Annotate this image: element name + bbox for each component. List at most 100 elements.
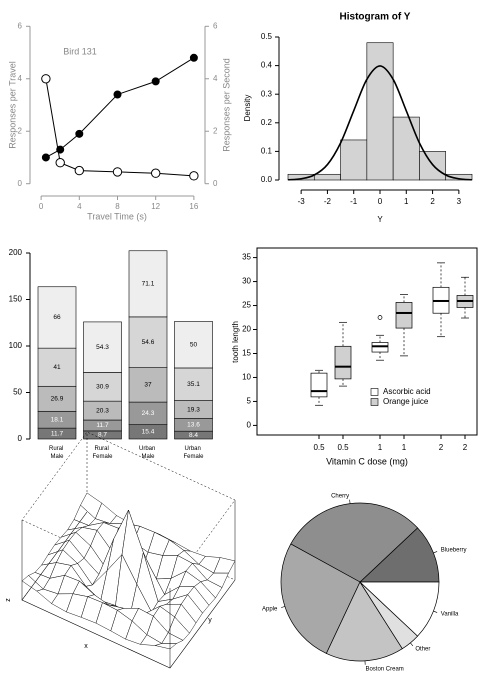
- label-leader: [281, 606, 285, 608]
- x-tick-label: 8: [115, 202, 120, 211]
- legend-label: Orange juice: [383, 397, 429, 406]
- histogram-bar: [340, 139, 368, 181]
- outlier: [377, 315, 383, 320]
- bar-segment: [128, 316, 168, 368]
- point: [41, 74, 51, 84]
- label-line: Urban: [139, 446, 157, 452]
- slice-label: Cherry: [331, 493, 349, 499]
- x-tick-label: 2: [439, 443, 444, 452]
- plot-frame: [256, 247, 478, 436]
- y-tick-label: 0.4: [261, 61, 273, 70]
- label-leader: [433, 610, 438, 613]
- slice-label: Apple: [262, 606, 278, 612]
- value-label: 11.7: [51, 430, 64, 437]
- y-tick-label: 150: [9, 295, 23, 304]
- x-tick-label: 0.5: [337, 443, 349, 452]
- y-tick-label: 10: [242, 373, 251, 382]
- surface-facet: [154, 643, 178, 650]
- y-tick-label: 15: [242, 349, 251, 358]
- label-line: Rural: [49, 446, 65, 452]
- point: [150, 168, 161, 178]
- label-line: Urban: [184, 446, 202, 452]
- x-tick-label: 1: [402, 443, 407, 452]
- point: [74, 165, 85, 176]
- annotation: Bird 131: [63, 46, 97, 56]
- y-tick-label: 100: [9, 341, 23, 350]
- value-label: 37: [144, 382, 152, 389]
- label-leader: [410, 642, 414, 647]
- point: [112, 167, 123, 177]
- slice-label: Boston Cream: [365, 666, 403, 672]
- y-axis-label: Density: [243, 95, 252, 122]
- histogram-bar: [366, 42, 394, 181]
- value-label: 13.6: [187, 422, 200, 429]
- label-line: Male: [141, 454, 155, 460]
- point: [55, 158, 65, 168]
- pie-slice: [290, 502, 419, 583]
- x-tick-label: 2: [463, 443, 468, 452]
- box: [310, 372, 328, 398]
- y-tick-label: 4: [18, 74, 23, 83]
- value-label: 11.7: [96, 422, 109, 429]
- point: [56, 145, 65, 154]
- y-tick-label: 0.1: [261, 147, 273, 156]
- y-tick-label: 6: [18, 21, 23, 30]
- x-tick-label: 0.5: [313, 443, 325, 452]
- chart-title: Histogram of Y: [340, 12, 411, 23]
- value-label: 8.7: [98, 432, 107, 439]
- y2-tick-label: 4: [213, 74, 218, 83]
- x-tick-label: Rural Female: [92, 446, 113, 460]
- point: [41, 153, 50, 162]
- x-tick-label: 2: [430, 197, 435, 206]
- pie-slice: [359, 527, 440, 583]
- y-tick-label: 5: [247, 397, 252, 406]
- legend-swatch: [370, 388, 379, 396]
- legend-swatch: [370, 398, 379, 406]
- value-label: 30.9: [96, 383, 109, 390]
- y-tick-label: 0.3: [261, 89, 273, 98]
- pie-slice: [359, 581, 440, 637]
- slice-label: Other: [415, 647, 430, 653]
- bar-segment: [37, 347, 77, 387]
- box-front: [21, 511, 236, 669]
- pie-slice: [280, 543, 361, 654]
- value-label: 15.4: [142, 429, 155, 436]
- label-leader: [433, 551, 438, 554]
- y-axis-label: y: [208, 617, 212, 624]
- x-axis-label: Y: [377, 215, 383, 224]
- bar-segment: [83, 372, 122, 402]
- point: [189, 171, 199, 181]
- box: [334, 345, 352, 380]
- x-tick-label: -1: [350, 197, 358, 206]
- x-tick-label: 1: [404, 197, 409, 206]
- point: [151, 77, 160, 86]
- y-tick-label: 20: [242, 325, 251, 334]
- y-axis-label: Responses per Travel: [7, 61, 17, 149]
- x-tick-label: Rural Male: [49, 446, 65, 460]
- bar-segment: [83, 321, 122, 373]
- y-tick-label: 25: [242, 301, 251, 310]
- x-tick-label: 16: [189, 202, 198, 211]
- y-tick-label: 0: [18, 434, 23, 443]
- x-tick-label: 0: [39, 202, 44, 211]
- pie-slice: [325, 581, 403, 662]
- box: [395, 302, 413, 329]
- y-tick-label: 2: [18, 126, 23, 135]
- x-tick-label: -2: [324, 197, 332, 206]
- label-line: Female: [183, 454, 204, 460]
- y2-tick-label: 6: [213, 21, 218, 30]
- value-label: 24.3: [142, 410, 155, 417]
- density-curve: [287, 65, 473, 181]
- y-tick-label: 30: [242, 277, 251, 286]
- value-label: 19.3: [187, 406, 200, 413]
- value-label: 71.1: [142, 281, 155, 288]
- value-label: 54.3: [96, 344, 109, 351]
- y-tick-label: 35: [242, 253, 251, 262]
- x-tick-label: Urban Female: [183, 446, 204, 460]
- x-tick-label: 1: [378, 443, 383, 452]
- x-tick-label: Urban Male: [139, 446, 157, 460]
- value-label: 50: [190, 341, 198, 348]
- label-line: Rural: [94, 446, 110, 452]
- slice-label: Blueberry: [441, 548, 467, 554]
